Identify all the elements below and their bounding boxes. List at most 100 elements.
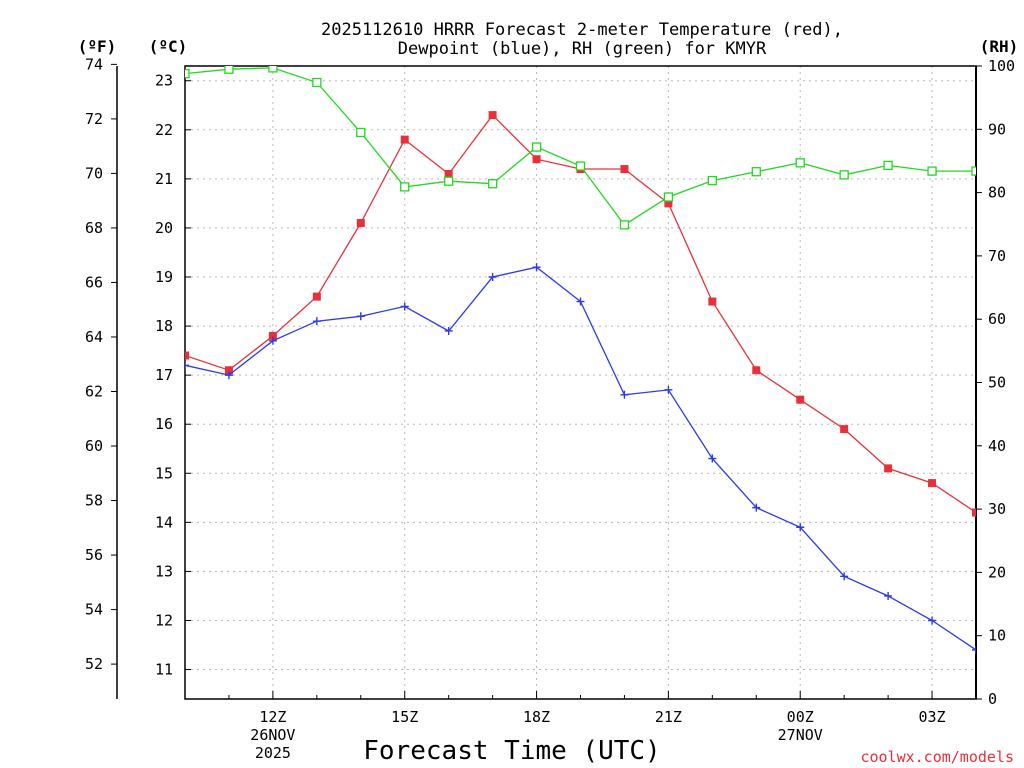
- fahrenheit-tick-label: 60: [85, 437, 103, 455]
- fahrenheit-unit-label: (ºF): [78, 37, 117, 56]
- rh-point: [531, 142, 542, 152]
- fahrenheit-tick-label: 74: [85, 55, 103, 73]
- celsius-tick-label: 12: [155, 611, 173, 629]
- celsius-tick-label: 19: [155, 268, 173, 286]
- celsius-tick-label: 16: [155, 415, 173, 433]
- dewpoint-point: [224, 371, 233, 380]
- rh-point: [400, 182, 410, 192]
- axes: 11 12 13 14 15 16 17 18 19 20 21 22 23 52 54 56 58 60 62 64…: [85, 55, 1015, 762]
- temperature-point: [185, 351, 189, 360]
- temperature-point: [664, 199, 673, 208]
- fahrenheit-tick-label: 56: [85, 546, 103, 564]
- rh-tick-label: 10: [988, 627, 1006, 645]
- dewpoint-line: [185, 266, 976, 651]
- dewpoint-point: [840, 572, 849, 581]
- fahrenheit-tick-label: 72: [85, 110, 103, 128]
- rh-tick-label: 50: [988, 374, 1006, 392]
- chart-title-line1: 2025112610 HRRR Forecast 2-meter Tempera…: [321, 20, 843, 40]
- dewpoint-point: [884, 591, 893, 600]
- celsius-tick-label: 13: [155, 562, 173, 580]
- series-group: [185, 66, 976, 654]
- rh-point: [927, 166, 937, 176]
- x-tick-label: 12Z: [259, 708, 286, 726]
- celsius-tick-label: 21: [155, 170, 173, 188]
- celsius-tick-label: 18: [155, 317, 173, 335]
- credit-link[interactable]: coolwx.com/models: [860, 748, 1014, 766]
- celsius-tick-label: 17: [155, 366, 173, 384]
- dewpoint-point: [576, 297, 585, 306]
- x-tick-label: 2025: [255, 744, 291, 762]
- dewpoint-point: [532, 263, 541, 272]
- rh-point: [839, 170, 849, 180]
- fahrenheit-tick-label: 64: [85, 328, 103, 346]
- rh-point: [575, 161, 586, 171]
- fahrenheit-tick-label: 52: [85, 655, 103, 673]
- dewpoint-point: [796, 523, 805, 532]
- rh-tick-label: 90: [988, 120, 1006, 138]
- rh-line: [185, 67, 976, 226]
- rh-tick-label: 100: [988, 57, 1015, 75]
- x-tick-label: 21Z: [655, 708, 682, 726]
- temperature-point: [224, 366, 233, 375]
- temperature-point: [708, 297, 717, 306]
- rh-point: [268, 66, 278, 73]
- rh-point: [751, 167, 761, 177]
- dewpoint-point: [708, 454, 717, 463]
- rh-point: [663, 192, 674, 202]
- celsius-tick-label: 14: [155, 513, 173, 531]
- fahrenheit-tick-label: 54: [85, 601, 103, 619]
- rh-tick-label: 20: [988, 563, 1006, 581]
- dewpoint-point: [444, 326, 453, 335]
- rh-point: [356, 127, 366, 138]
- temperature-point: [796, 395, 805, 404]
- temperature-point: [268, 331, 277, 340]
- plot-frame: [184, 65, 977, 700]
- rh-point: [883, 160, 893, 171]
- temperature-point: [928, 479, 937, 488]
- dewpoint-point: [312, 317, 321, 326]
- temperature-point: [972, 508, 976, 517]
- celsius-tick-label: 20: [155, 219, 173, 237]
- dewpoint-point: [752, 503, 761, 512]
- rh-point: [707, 175, 717, 186]
- x-tick-label: 18Z: [523, 708, 550, 726]
- temperature-point: [312, 292, 321, 301]
- grid: [185, 66, 976, 699]
- celsius-tick-label: 15: [155, 464, 173, 482]
- temperature-point: [532, 155, 541, 164]
- rh-point: [487, 179, 498, 189]
- rh-tick-label: 30: [988, 500, 1006, 518]
- temperature-point: [620, 165, 629, 174]
- celsius-tick-label: 23: [155, 72, 173, 90]
- chart-title-line2: Dewpoint (blue), RH (green) for KMYR: [398, 39, 767, 59]
- temperature-point: [840, 425, 849, 434]
- x-axis-label: Forecast Time (UTC): [363, 736, 660, 766]
- temperature-point: [488, 111, 497, 120]
- rh-tick-label: 60: [988, 310, 1006, 328]
- dewpoint-point: [268, 336, 277, 345]
- temperature-point: [400, 135, 409, 144]
- dewpoint-point: [972, 645, 976, 654]
- celsius-tick-label: 11: [155, 661, 173, 679]
- dewpoint-point: [356, 312, 365, 321]
- rh-tick-label: 0: [988, 690, 997, 708]
- temperature-point: [444, 169, 453, 178]
- rh-tick-label: 70: [988, 247, 1006, 265]
- rh-point: [312, 77, 322, 88]
- x-tick-label: 27NOV: [778, 726, 823, 744]
- temperature-point: [356, 219, 365, 228]
- rh-point: [971, 166, 976, 176]
- fahrenheit-tick-label: 66: [85, 273, 103, 291]
- x-tick-label: 03Z: [919, 708, 946, 726]
- rh-tick-label: 40: [988, 437, 1006, 455]
- dewpoint-point: [928, 616, 937, 625]
- rh-point: [795, 158, 805, 168]
- dewpoint-point: [400, 302, 409, 311]
- fahrenheit-tick-label: 62: [85, 382, 103, 400]
- fahrenheit-tick-label: 70: [85, 164, 103, 182]
- dewpoint-point: [664, 385, 673, 394]
- fahrenheit-tick-label: 68: [85, 219, 103, 237]
- rh-point: [619, 220, 630, 230]
- rh-tick-label: 80: [988, 184, 1006, 202]
